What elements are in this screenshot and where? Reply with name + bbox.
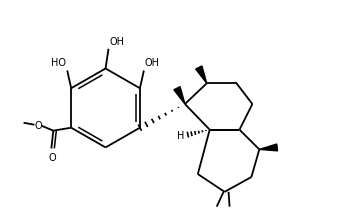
Text: H: H <box>177 131 184 140</box>
Text: O: O <box>49 153 56 163</box>
Text: OH: OH <box>145 59 160 68</box>
Text: O: O <box>35 121 42 131</box>
Polygon shape <box>196 66 207 83</box>
Polygon shape <box>259 144 277 151</box>
Text: HO: HO <box>51 59 66 68</box>
Polygon shape <box>174 87 185 104</box>
Text: OH: OH <box>110 37 125 47</box>
